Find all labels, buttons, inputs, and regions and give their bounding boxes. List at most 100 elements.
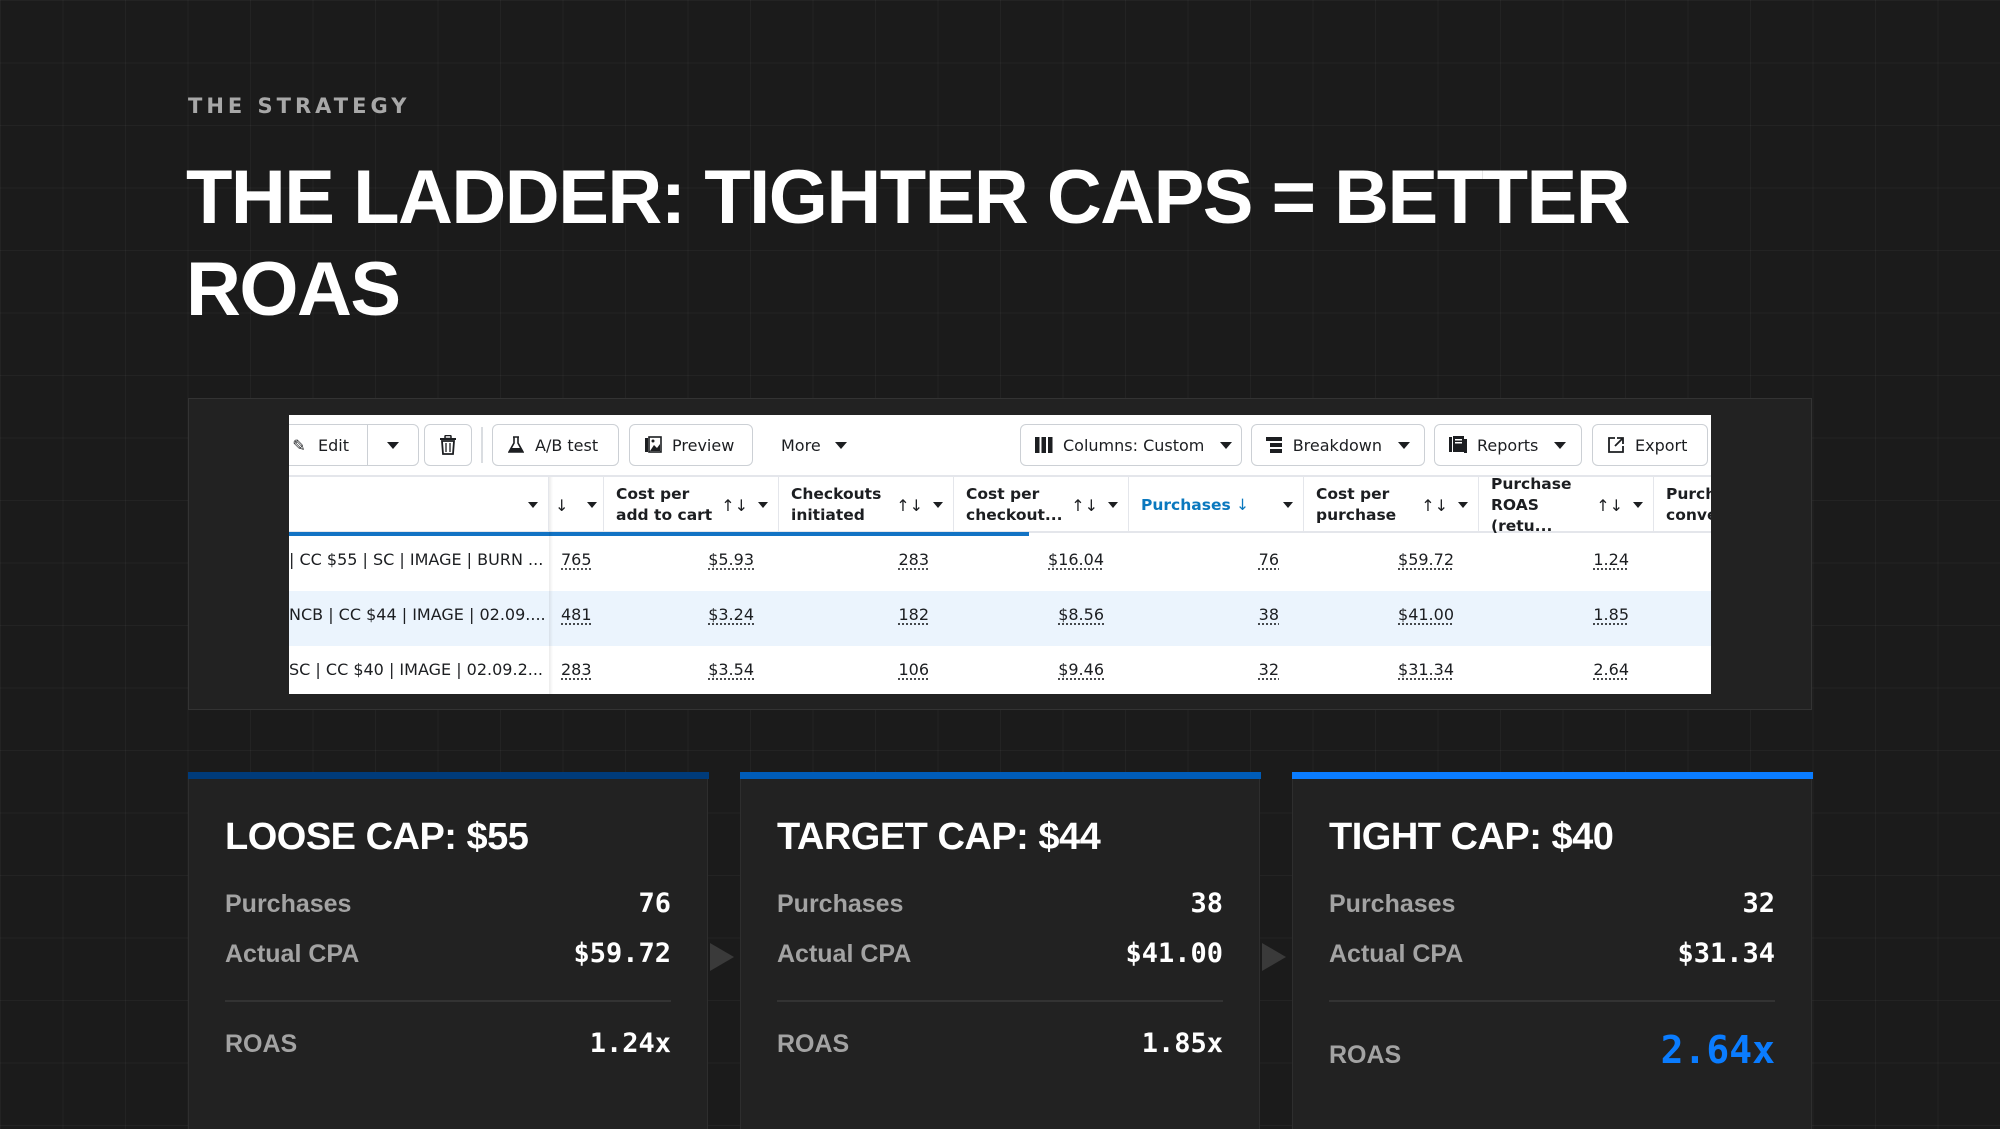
caret-down-icon bbox=[1633, 502, 1643, 508]
caret-down-icon bbox=[1220, 441, 1233, 449]
cost-per-purchase-value: $59.72 bbox=[1398, 550, 1454, 569]
roas-metric: ROAS 1.85x bbox=[777, 1028, 1223, 1059]
cost-per-checkout-value: $16.04 bbox=[1048, 550, 1104, 569]
edit-dropdown-button[interactable] bbox=[367, 424, 419, 466]
card-accent-bar bbox=[1291, 772, 1813, 779]
caret-down-icon bbox=[528, 502, 538, 508]
export-button[interactable]: Export bbox=[1592, 424, 1708, 466]
card-title: LOOSE CAP: $55 bbox=[225, 816, 529, 858]
card-divider bbox=[1329, 1000, 1775, 1002]
caret-down-icon bbox=[587, 502, 597, 508]
breakdown-dropdown[interactable]: Breakdown bbox=[1251, 424, 1425, 466]
beaker-icon bbox=[507, 436, 525, 454]
caret-down-icon bbox=[1554, 441, 1567, 449]
export-icon bbox=[1607, 436, 1625, 454]
column-header-checkouts-initiated[interactable]: Checkouts initiated ↑↓ bbox=[779, 477, 954, 533]
cost-per-checkout-value: $8.56 bbox=[1058, 605, 1104, 624]
card-accent-bar bbox=[187, 772, 709, 779]
card-divider bbox=[225, 1000, 671, 1002]
ad-name[interactable]: NCB | CC $44 | IMAGE | 02.09.... bbox=[289, 605, 546, 624]
results-value: 765 bbox=[561, 550, 592, 569]
sort-icon: ↑↓ bbox=[1421, 495, 1448, 515]
column-header-cost-per-add-to-cart[interactable]: Cost per add to cart ↑↓ bbox=[604, 477, 779, 533]
pencil-icon: ✎ bbox=[292, 435, 306, 455]
trash-icon bbox=[439, 435, 457, 455]
checkouts-value: 283 bbox=[898, 550, 929, 569]
caret-down-icon bbox=[1108, 502, 1118, 508]
purchases-metric: Purchases 38 bbox=[777, 888, 1223, 919]
ads-toolbar: ✎ Edit A/B test Preview More bbox=[289, 415, 1711, 477]
purchases-value: 76 bbox=[1258, 550, 1279, 569]
column-header-results[interactable]: ↓ bbox=[549, 477, 604, 533]
roas-metric: ROAS 2.64x bbox=[1329, 1028, 1775, 1072]
purchases-metric: Purchases 76 bbox=[225, 888, 671, 919]
slide-title: THE LADDER: TIGHTER CAPS = BETTER ROAS bbox=[186, 155, 1631, 332]
delete-button[interactable] bbox=[424, 424, 472, 466]
card-title: TIGHT CAP: $40 bbox=[1329, 816, 1614, 858]
roas-metric: ROAS 1.24x bbox=[225, 1028, 671, 1059]
sort-desc-icon: ↓ bbox=[555, 495, 569, 515]
ab-test-button[interactable]: A/B test bbox=[492, 424, 619, 466]
card-accent-bar bbox=[739, 772, 1261, 779]
column-header-purchase-conversion[interactable]: Purcha conver bbox=[1666, 485, 1711, 524]
frozen-column-divider bbox=[549, 477, 553, 694]
caret-down-icon bbox=[834, 441, 847, 449]
sort-icon: ↑↓ bbox=[1071, 495, 1098, 515]
edit-button[interactable]: ✎ Edit bbox=[289, 424, 371, 466]
loose-cap-card: LOOSE CAP: $55 Purchases 76 Actual CPA $… bbox=[187, 772, 709, 1129]
arrow-right-icon bbox=[710, 943, 734, 971]
cost-per-atc-value: $3.24 bbox=[708, 605, 754, 624]
cpa-metric: Actual CPA $41.00 bbox=[777, 938, 1223, 969]
cpa-metric: Actual CPA $31.34 bbox=[1329, 938, 1775, 969]
table-header: ↓ Cost per add to cart ↑↓ Checkouts init… bbox=[289, 475, 1711, 535]
table-row[interactable]: | CC $55 | SC | IMAGE | BURN ... 765 $5.… bbox=[289, 536, 1711, 591]
reports-icon bbox=[1449, 436, 1467, 454]
results-value: 481 bbox=[561, 605, 592, 624]
cost-per-atc-value: $5.93 bbox=[708, 550, 754, 569]
caret-down-icon bbox=[387, 441, 399, 449]
cost-per-checkout-value: $9.46 bbox=[1058, 660, 1104, 679]
results-value: 283 bbox=[561, 660, 592, 679]
column-header-name[interactable] bbox=[289, 477, 549, 533]
columns-icon bbox=[1035, 436, 1053, 454]
table-row[interactable]: NCB | CC $44 | IMAGE | 02.09.... 481 $3.… bbox=[289, 591, 1711, 646]
checkouts-value: 106 bbox=[898, 660, 929, 679]
sort-icon: ↑↓ bbox=[896, 495, 923, 515]
toolbar-divider bbox=[481, 427, 483, 463]
table-row[interactable]: SC | CC $40 | IMAGE | 02.09.2... 283 $3.… bbox=[289, 646, 1711, 694]
column-header-cost-per-checkout[interactable]: Cost per checkout... ↑↓ bbox=[954, 477, 1129, 533]
caret-down-icon bbox=[933, 502, 943, 508]
columns-dropdown[interactable]: Columns: Custom bbox=[1020, 424, 1242, 466]
cost-per-purchase-value: $31.34 bbox=[1398, 660, 1454, 679]
card-title: TARGET CAP: $44 bbox=[777, 816, 1101, 858]
caret-down-icon bbox=[1398, 441, 1410, 449]
purchases-metric: Purchases 32 bbox=[1329, 888, 1775, 919]
breakdown-icon bbox=[1266, 436, 1283, 454]
column-header-purchase-roas[interactable]: Purchase ROAS (retu... ↑↓ bbox=[1479, 475, 1654, 535]
cpa-metric: Actual CPA $59.72 bbox=[225, 938, 671, 969]
section-eyebrow: THE STRATEGY bbox=[188, 94, 411, 118]
caret-down-icon bbox=[758, 502, 768, 508]
card-divider bbox=[777, 1000, 1223, 1002]
tight-cap-card: TIGHT CAP: $40 Purchases 32 Actual CPA $… bbox=[1291, 772, 1813, 1129]
ad-name[interactable]: SC | CC $40 | IMAGE | 02.09.2... bbox=[289, 660, 544, 679]
roas-value: 2.64 bbox=[1593, 660, 1629, 679]
caret-down-icon bbox=[1283, 502, 1293, 508]
ad-name[interactable]: | CC $55 | SC | IMAGE | BURN ... bbox=[289, 550, 544, 569]
preview-button[interactable]: Preview bbox=[629, 424, 753, 466]
column-header-purchases[interactable]: Purchases ↓ bbox=[1129, 477, 1304, 533]
caret-down-icon bbox=[1458, 502, 1468, 508]
purchases-value: 38 bbox=[1258, 605, 1279, 624]
cost-per-purchase-value: $41.00 bbox=[1398, 605, 1454, 624]
image-preview-icon bbox=[644, 436, 662, 454]
ads-manager-screenshot: ✎ Edit A/B test Preview More bbox=[289, 415, 1711, 694]
cost-per-atc-value: $3.54 bbox=[708, 660, 754, 679]
sort-icon: ↑↓ bbox=[1596, 495, 1623, 515]
column-header-cost-per-purchase[interactable]: Cost per purchase ↑↓ bbox=[1304, 477, 1479, 533]
reports-dropdown[interactable]: Reports bbox=[1434, 424, 1582, 466]
target-cap-card: TARGET CAP: $44 Purchases 38 Actual CPA … bbox=[739, 772, 1261, 1129]
loading-progress-bar bbox=[289, 532, 1029, 536]
more-menu[interactable]: More bbox=[781, 424, 847, 466]
roas-value: 1.85 bbox=[1593, 605, 1629, 624]
purchases-value: 32 bbox=[1258, 660, 1279, 679]
